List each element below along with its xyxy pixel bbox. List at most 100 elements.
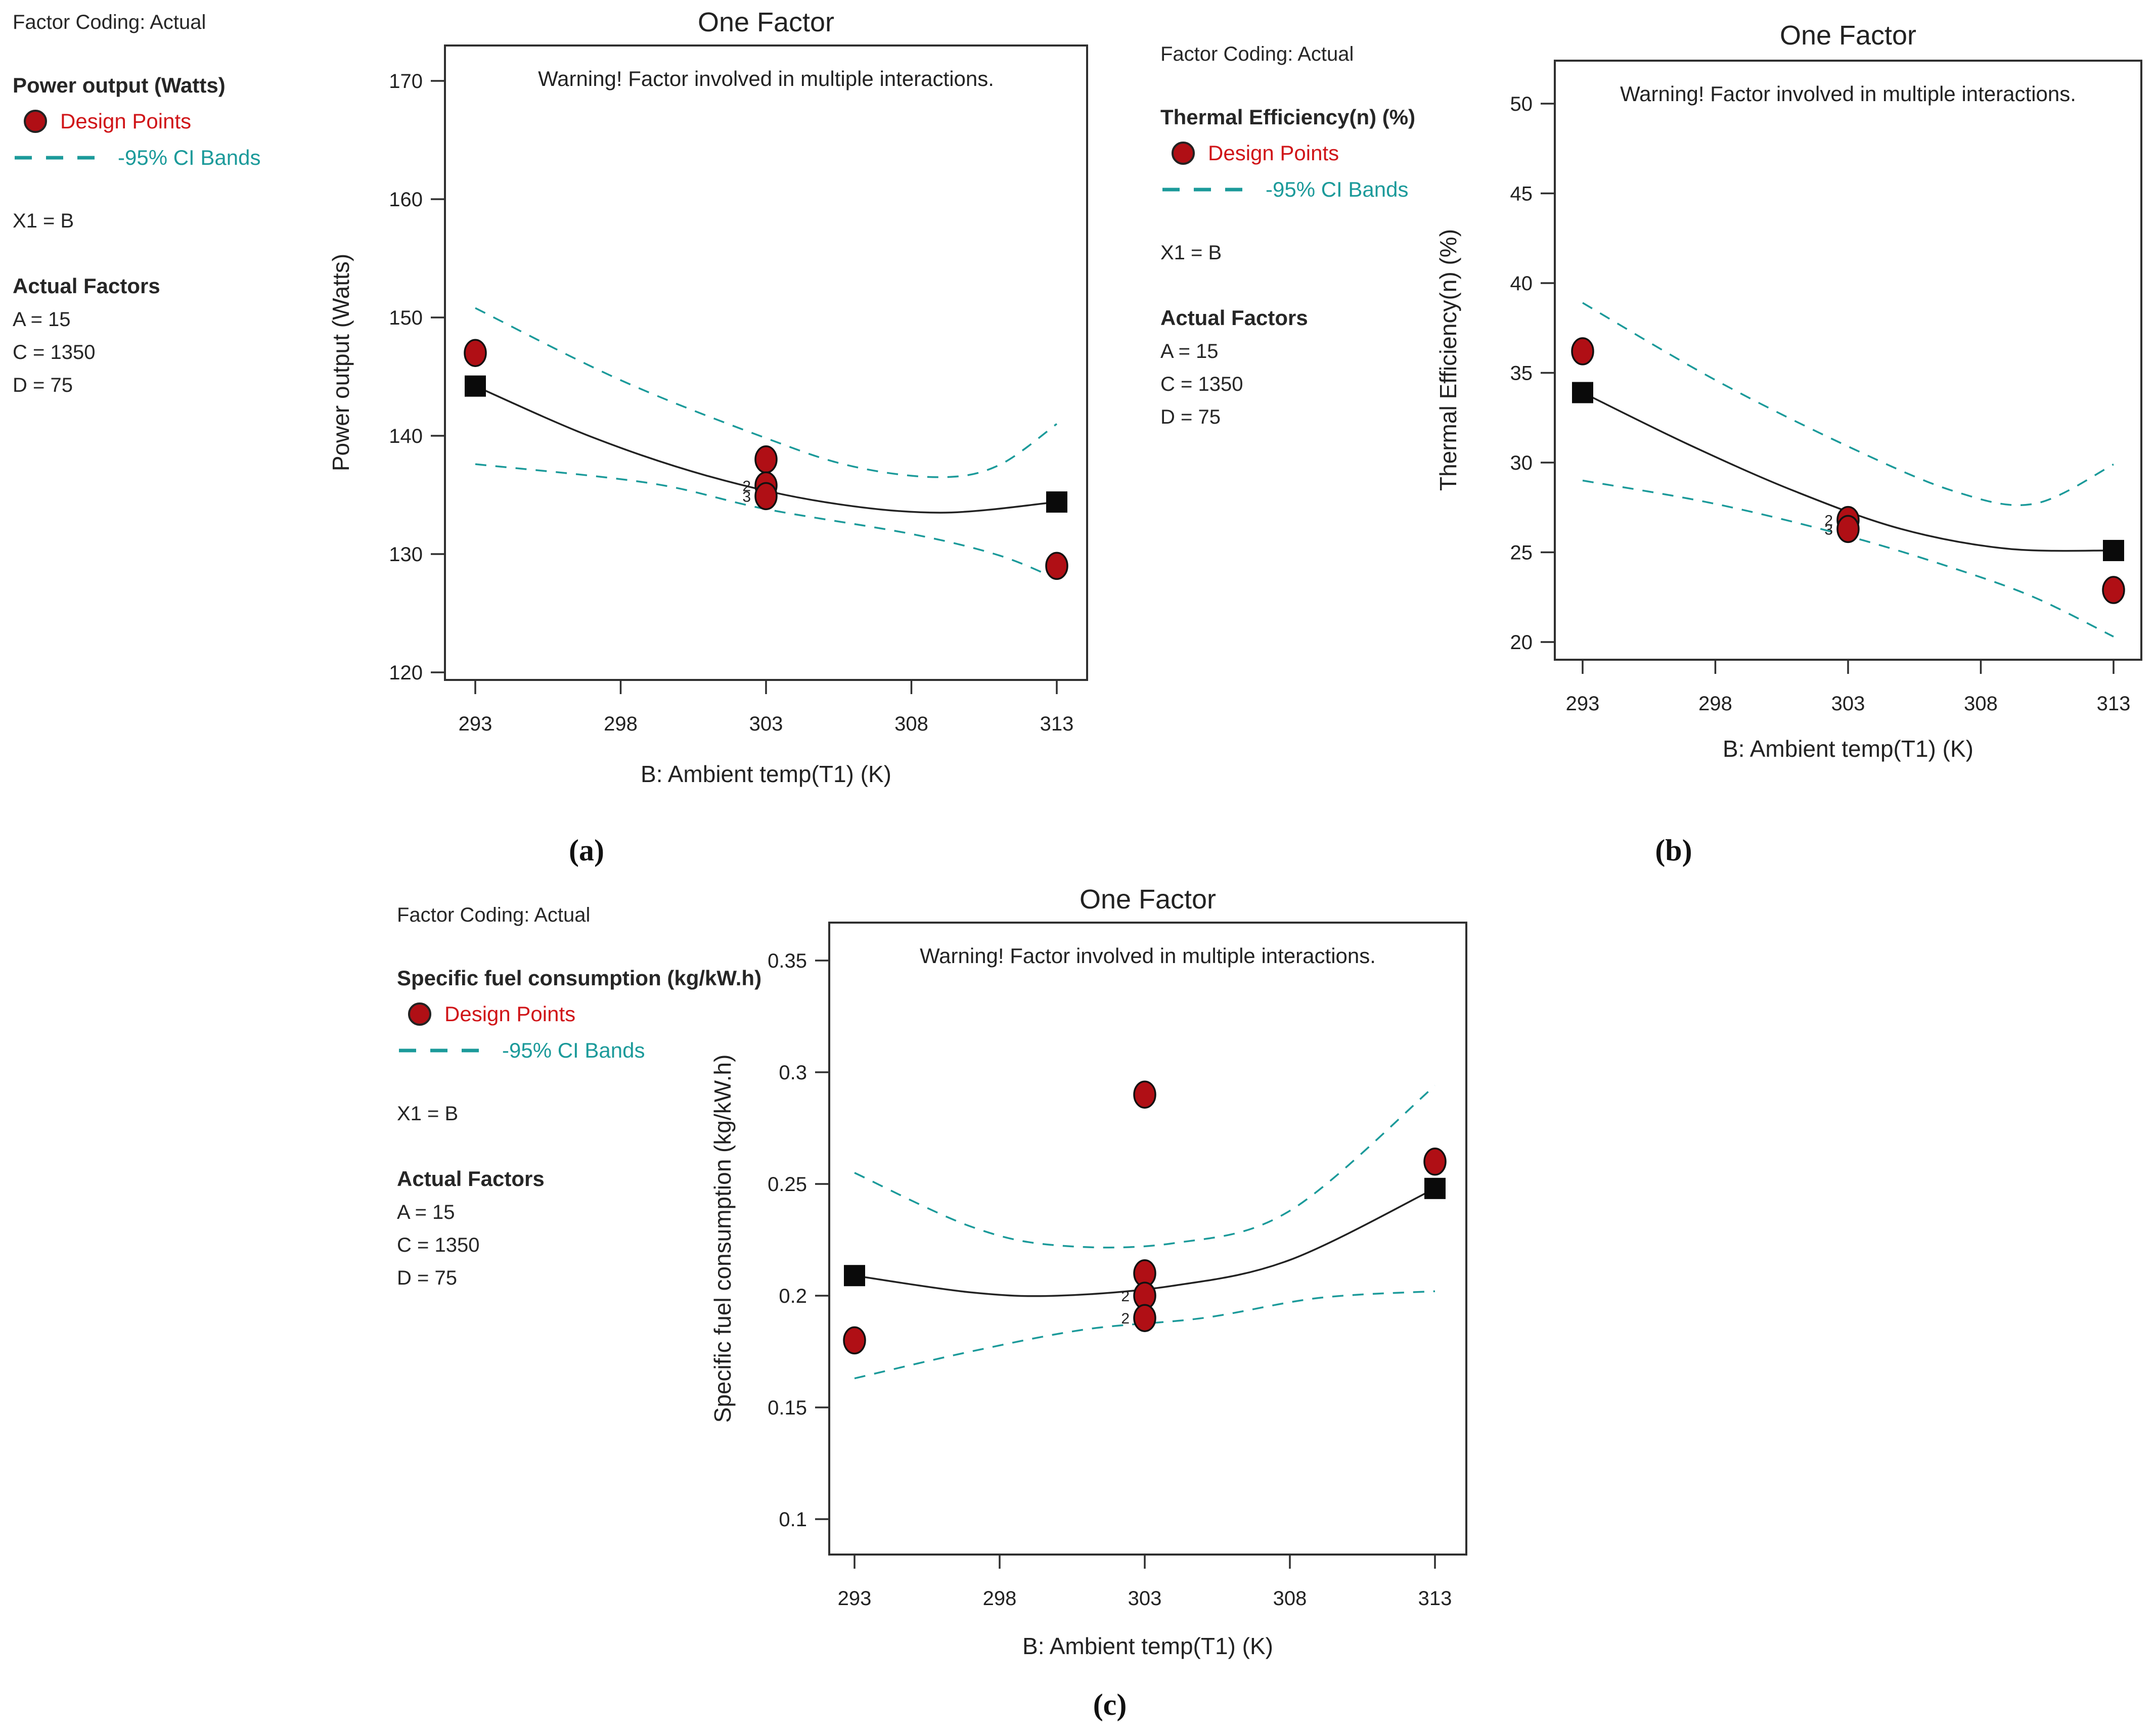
x-tick-label: 298 <box>604 713 638 735</box>
model-endpoint-marker <box>1572 382 1593 403</box>
model-endpoint-marker <box>844 1265 865 1287</box>
legend-panel-b: Factor Coding: Actual Thermal Efficiency… <box>1160 43 1415 429</box>
response-name: Thermal Efficiency(n) (%) <box>1160 105 1416 129</box>
model-endpoints <box>1572 382 2124 561</box>
x1-factor-label: X1 = B <box>397 1103 459 1125</box>
design-point-count-label: 3 <box>742 488 751 505</box>
x-axis-label: B: Ambient temp(T1) (K) <box>1723 736 1973 762</box>
actual-factors-title: Actual Factors <box>1160 306 1308 330</box>
x-tick-label: 313 <box>2097 693 2131 715</box>
response-name: Specific fuel consumption (kg/kW.h) <box>397 966 762 990</box>
x-axis-label: B: Ambient temp(T1) (K) <box>641 761 891 787</box>
design-point-count-label: 3 <box>1824 521 1833 538</box>
y-tick-label: 0.3 <box>779 1062 807 1084</box>
design-points-label: Design Points <box>60 109 192 133</box>
design-points: 23 <box>1571 337 2125 604</box>
plot-frame <box>1554 60 2142 661</box>
x-tick-label: 313 <box>1040 713 1074 735</box>
y-tick-label: 150 <box>389 307 423 329</box>
y-tick-label: 50 <box>1510 93 1533 115</box>
y-axis: 50 45 40 35 30 25 20 <box>1510 93 1555 654</box>
x-tick-label: 308 <box>894 713 928 735</box>
design-point-count-label: 2 <box>742 478 751 494</box>
design-point-marker <box>754 445 778 474</box>
x-tick-label: 303 <box>1831 693 1865 715</box>
design-point-marker <box>1423 1148 1447 1176</box>
x-tick-label: 313 <box>1418 1587 1452 1610</box>
model-endpoint-marker <box>1424 1177 1446 1199</box>
factor-value: D = 75 <box>397 1267 457 1289</box>
x-axis: 293 298 303 308 313 <box>459 680 1074 735</box>
factor-coding-label: Factor Coding: Actual <box>13 11 206 33</box>
design-point-icon <box>408 1002 431 1026</box>
ci-lower-band <box>854 1290 1435 1380</box>
ci-bands-legend-row: -95% CI Bands <box>13 145 260 170</box>
x-tick-label: 303 <box>749 713 783 735</box>
y-tick-label: 20 <box>1510 631 1533 654</box>
caption-c: (c) <box>1093 1688 1127 1721</box>
y-tick-label: 0.1 <box>779 1509 807 1531</box>
caption-b: (b) <box>1655 834 1692 867</box>
y-tick-label: 35 <box>1510 362 1533 385</box>
y-tick-label: 140 <box>389 425 423 447</box>
x-axis: 293 298 303 308 313 <box>1566 660 2131 715</box>
y-tick-label: 45 <box>1510 183 1533 205</box>
y-axis: 170 160 150 140 130 120 <box>389 70 445 684</box>
x-tick-label: 293 <box>1566 693 1600 715</box>
one-factor-chart-a: One Factor Warning! Factor involved in mu… <box>328 7 1088 787</box>
ci-lower-band <box>1582 479 2114 637</box>
chart-title: One Factor <box>1080 884 1216 915</box>
y-tick-label: 160 <box>389 189 423 211</box>
plot-frame <box>444 44 1088 681</box>
y-tick-label: 30 <box>1510 452 1533 474</box>
ci-band-dash-icon <box>399 1048 493 1053</box>
x-tick-label: 298 <box>983 1587 1017 1610</box>
design-point-icon <box>24 110 47 133</box>
y-tick-label: 130 <box>389 543 423 566</box>
design-points-legend-row: Design Points <box>397 1001 761 1027</box>
factor-value: A = 15 <box>1160 340 1219 362</box>
chart-title: One Factor <box>698 7 834 37</box>
y-tick-label: 0.25 <box>768 1173 807 1196</box>
model-endpoint-marker <box>1046 491 1067 513</box>
design-points-legend-row: Design Points <box>1160 141 1415 166</box>
design-points: 23 <box>464 339 1068 580</box>
legend-panel-c: Factor Coding: Actual Specific fuel cons… <box>397 904 761 1290</box>
factor-coding-label: Factor Coding: Actual <box>1160 43 1354 65</box>
y-axis-label: Power output (Watts) <box>328 254 354 471</box>
design-point-marker <box>754 482 778 511</box>
y-tick-label: 0.2 <box>779 1285 807 1307</box>
chart-title: One Factor <box>1780 20 1916 51</box>
x-tick-label: 308 <box>1273 1587 1307 1610</box>
ci-band-dash-icon <box>1162 188 1256 192</box>
response-name: Power output (Watts) <box>13 73 226 97</box>
x-tick-label: 293 <box>838 1587 872 1610</box>
x-tick-label: 293 <box>459 713 492 735</box>
y-axis-label: Specific fuel consumption (kg/kW.h) <box>709 1055 736 1423</box>
x1-factor-label: X1 = B <box>13 210 74 232</box>
ci-bands-legend-row: -95% CI Bands <box>397 1038 761 1063</box>
x-tick-label: 303 <box>1128 1587 1162 1610</box>
x1-factor-label: X1 = B <box>1160 242 1222 264</box>
ci-upper-band <box>1582 302 2114 507</box>
design-point-count-label: 2 <box>1121 1288 1130 1305</box>
ci-lower-band <box>475 463 1057 580</box>
y-tick-label: 0.35 <box>768 950 807 972</box>
ci-bands-legend-row: -95% CI Bands <box>1160 177 1415 202</box>
y-axis: 0.35 0.3 0.25 0.2 0.15 0.1 <box>768 950 829 1531</box>
ci-bands-label: -95% CI Bands <box>1266 177 1409 201</box>
model-endpoint-marker <box>2103 539 2124 561</box>
design-point-marker <box>1133 1080 1156 1109</box>
factor-value: D = 75 <box>1160 406 1221 428</box>
fit-curve <box>854 1188 1435 1297</box>
one-factor-chart-c: One Factor Warning! Factor involved in mu… <box>709 884 1467 1659</box>
ci-upper-band <box>475 307 1058 478</box>
model-endpoints <box>844 1177 1446 1287</box>
factor-coding-label: Factor Coding: Actual <box>397 904 591 926</box>
legend-panel-a: Factor Coding: Actual Power output (Watt… <box>13 11 260 397</box>
design-point-count-label: 2 <box>1121 1310 1130 1327</box>
warning-text: Warning! Factor involved in multiple int… <box>920 944 1376 968</box>
y-tick-label: 170 <box>389 70 423 93</box>
design-points-label: Design Points <box>444 1002 576 1026</box>
